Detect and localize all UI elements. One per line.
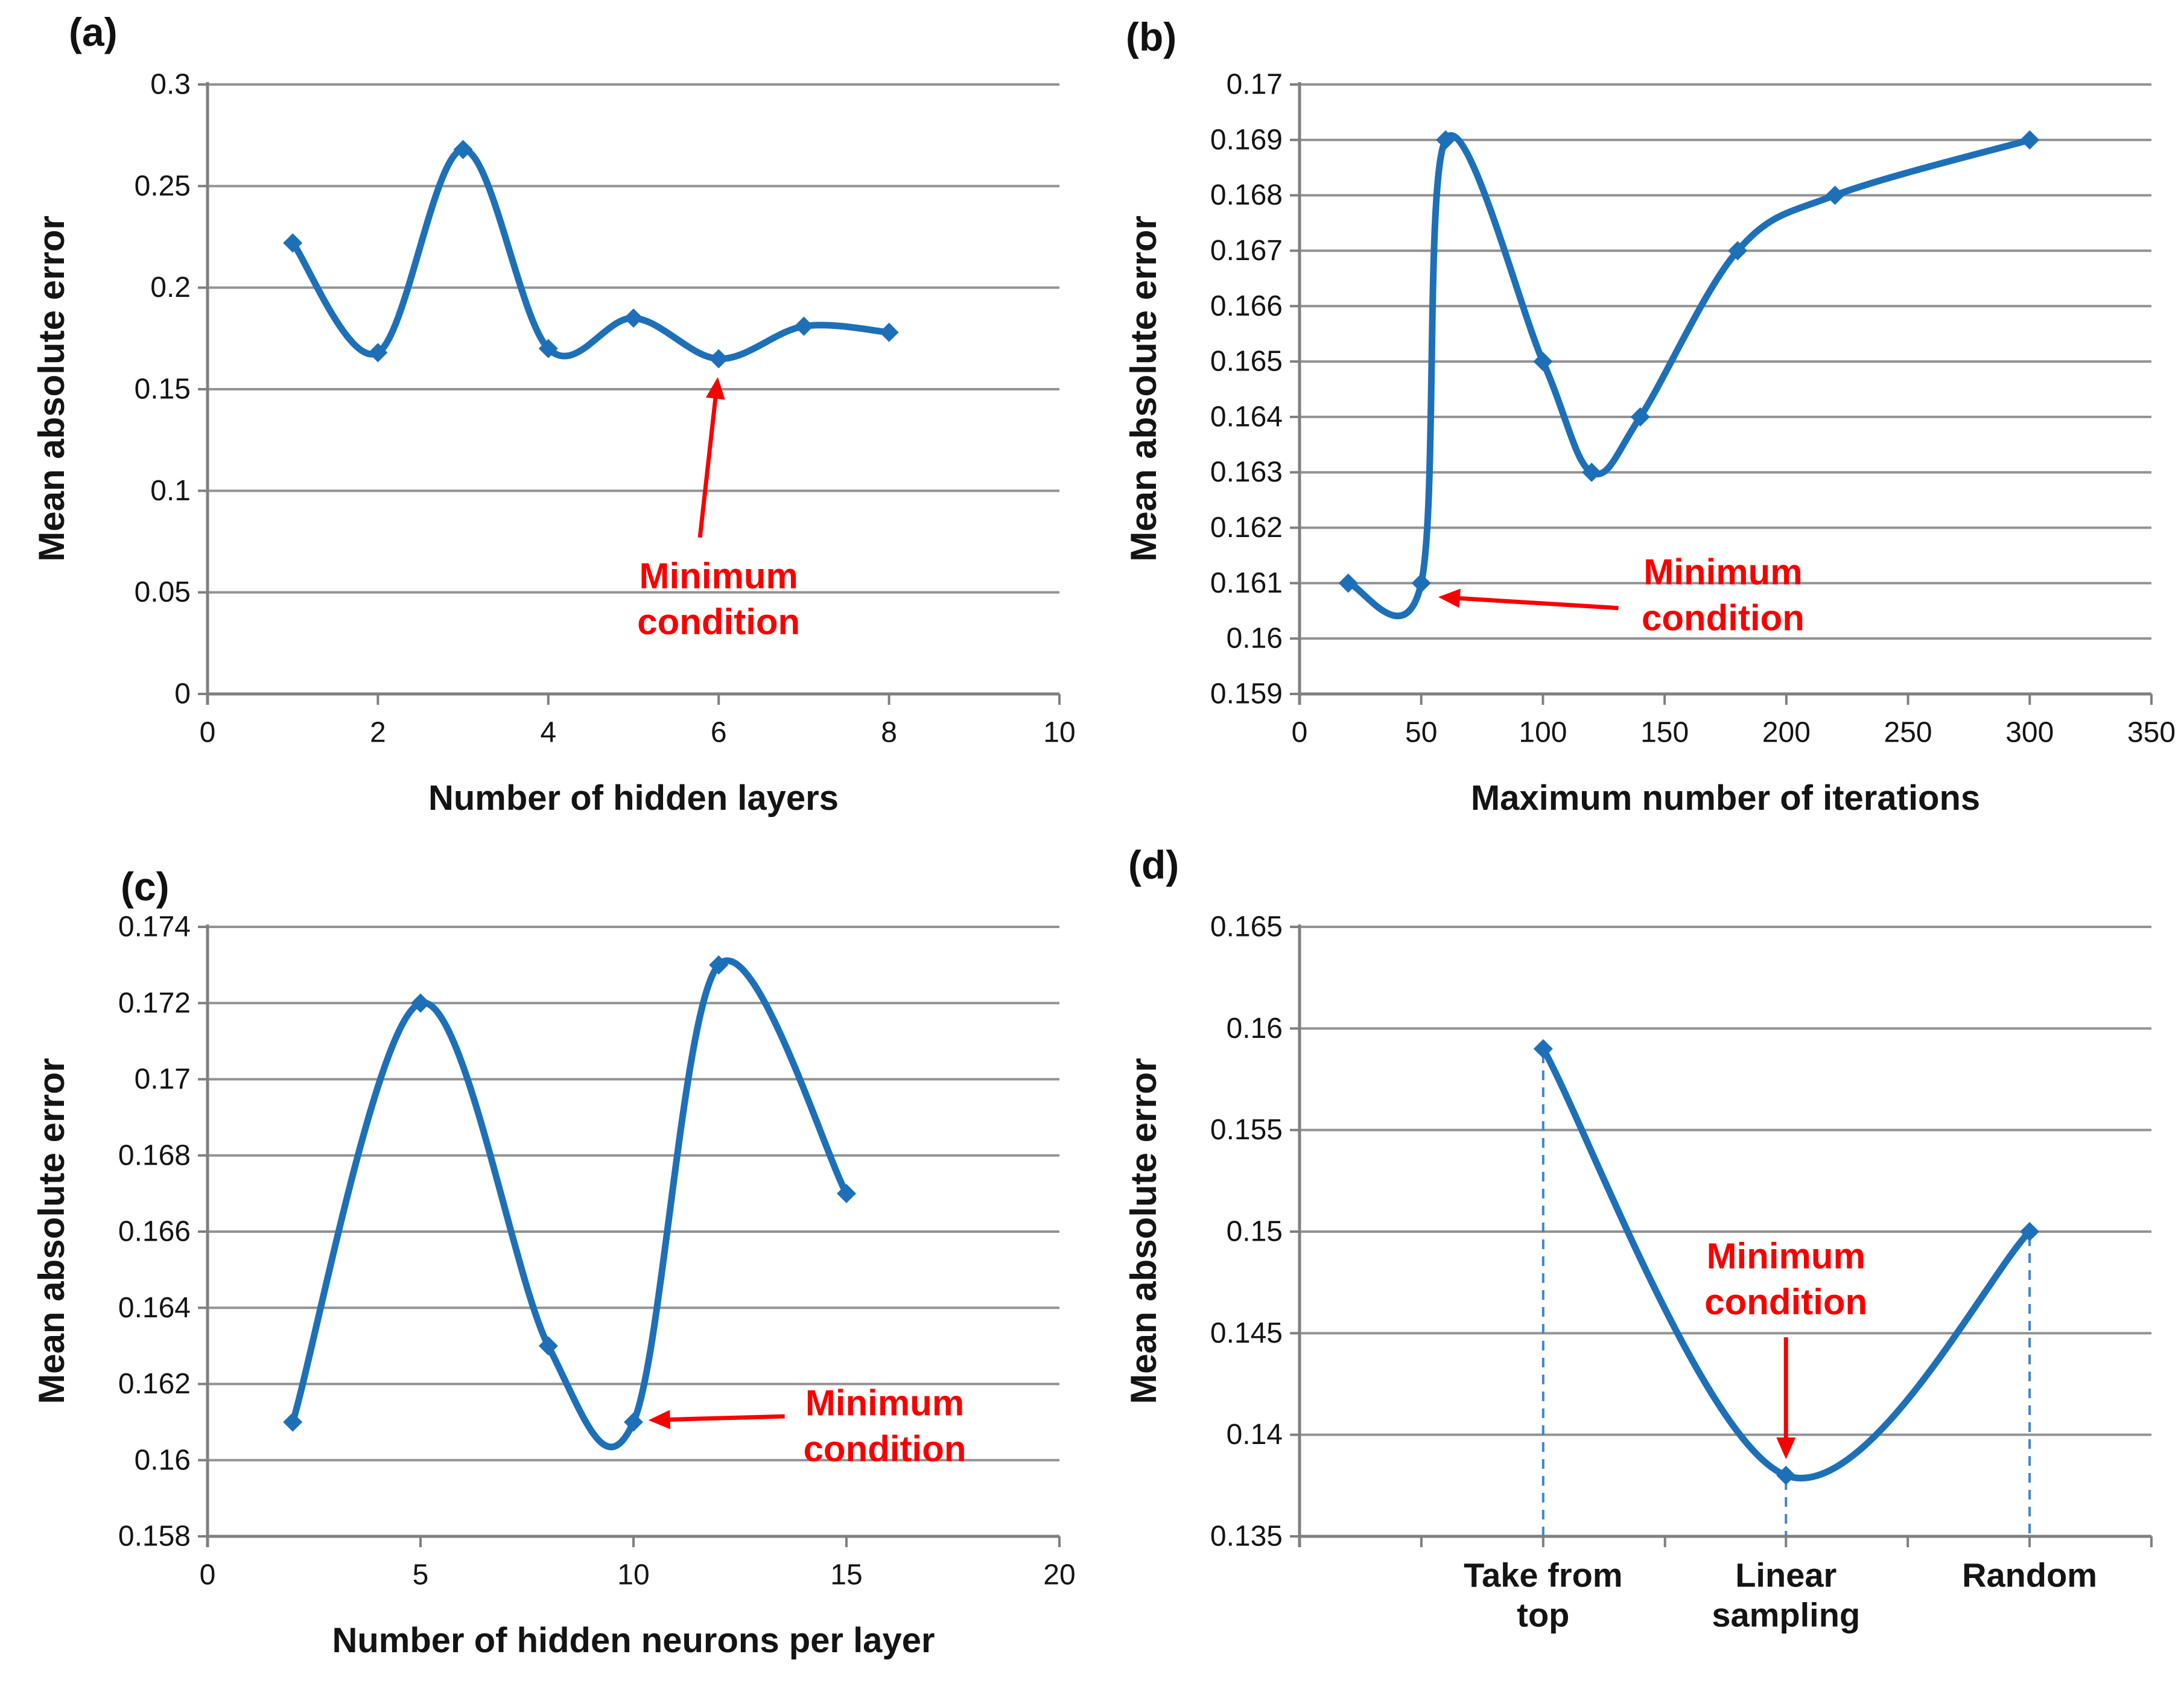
svg-text:0.14: 0.14 [1227,1419,1283,1451]
svg-text:15: 15 [830,1559,862,1591]
chart-b: 0.159 0.16 0.161 0.162 0.163 0.164 0.165 0.166 0… [1210,69,2176,749]
svg-text:0.166: 0.166 [118,1216,191,1248]
svg-text:0.167: 0.167 [1210,235,1283,267]
svg-text:0.17: 0.17 [135,1063,191,1095]
svg-text:0.165: 0.165 [1210,346,1283,378]
svg-text:300: 300 [2005,717,2054,749]
svg-text:condition: condition [804,1429,967,1469]
svg-text:100: 100 [1519,717,1567,749]
y-axis-title-b: Mean absolute error [1125,215,1164,562]
svg-text:0.168: 0.168 [1210,179,1283,211]
x-axis-title-c: Number of hidden neurons per layer [332,1622,935,1661]
svg-text:0: 0 [174,678,191,710]
svg-text:0.16: 0.16 [1227,1013,1283,1045]
svg-text:condition: condition [637,602,800,642]
svg-text:350: 350 [2127,717,2176,749]
svg-text:5: 5 [413,1559,429,1591]
svg-text:Minimum: Minimum [1707,1236,1865,1276]
svg-text:Minimum: Minimum [1643,552,1802,593]
svg-text:0.165: 0.165 [1210,911,1283,943]
svg-text:10: 10 [617,1559,649,1591]
svg-text:0.161: 0.161 [1210,567,1283,599]
panel-label-b: (b) [1126,14,1177,59]
svg-text:200: 200 [1762,717,1811,749]
svg-text:0.1: 0.1 [150,475,191,507]
svg-text:0.164: 0.164 [118,1292,191,1324]
svg-text:0.15: 0.15 [135,374,191,406]
chart-c: 0.158 0.16 0.162 0.164 0.166 0.168 0.17 0.172 0.… [118,911,1076,1591]
svg-text:0.17: 0.17 [1227,69,1283,101]
svg-text:150: 150 [1640,717,1689,749]
chart-a: 0 0.05 0.1 0.15 0.2 0.25 0.3 0 2 4 6 8 10 Minimum cond… [135,69,1076,749]
svg-text:0.3: 0.3 [150,69,191,101]
panel-label-c: (c) [121,864,170,909]
svg-text:condition: condition [1642,598,1805,638]
panel-a: (a) Mean absolute error 0 0.05 0.1 0.15 0.2 0… [0,0,1092,842]
svg-text:0.16: 0.16 [135,1444,191,1476]
svg-text:0.2: 0.2 [150,272,191,304]
y-axis-title-c: Mean absolute error [33,1058,72,1404]
svg-text:0.158: 0.158 [118,1521,191,1553]
svg-text:0: 0 [1292,717,1308,749]
svg-text:top: top [1517,1596,1569,1634]
x-axis-title-a: Number of hidden layers [428,780,839,818]
svg-text:8: 8 [881,717,897,749]
svg-text:0.164: 0.164 [1210,401,1283,433]
svg-text:0.172: 0.172 [118,987,191,1019]
panel-label-d: (d) [1128,842,1179,887]
svg-text:Minimum: Minimum [640,556,798,596]
panel-b: (b) Mean absolute error 0.159 0.16 0.161 0.… [1092,0,2184,842]
svg-text:0.159: 0.159 [1210,678,1283,710]
svg-text:0.169: 0.169 [1210,124,1283,156]
panel-label-a: (a) [69,10,118,54]
svg-text:6: 6 [711,717,727,749]
svg-text:0.145: 0.145 [1210,1317,1283,1349]
svg-text:0.174: 0.174 [118,911,191,943]
svg-text:50: 50 [1405,717,1437,749]
svg-text:0.16: 0.16 [1227,623,1283,655]
panel-c: (c) Mean absolute error 0.158 0.16 0.162 0.… [0,842,1092,1685]
svg-text:Linear: Linear [1735,1556,1836,1594]
x-axis-title-b: Maximum number of iterations [1470,780,1981,818]
svg-text:2: 2 [370,717,386,749]
svg-text:0: 0 [200,1559,216,1591]
svg-text:Take from: Take from [1464,1556,1622,1594]
svg-text:Random: Random [1962,1556,2097,1594]
svg-text:0.162: 0.162 [118,1368,191,1400]
svg-text:0.135: 0.135 [1210,1521,1283,1553]
svg-text:0.15: 0.15 [1227,1216,1283,1248]
svg-text:4: 4 [540,717,556,749]
chart-d: 0.135 0.14 0.145 0.15 0.155 0.16 0.165 Take fro… [1210,911,2153,1634]
svg-text:0.162: 0.162 [1210,512,1283,544]
svg-text:20: 20 [1043,1559,1075,1591]
panel-d: (d) Mean absolute error 0.135 0.14 0.145 0.… [1092,842,2184,1685]
svg-text:250: 250 [1884,717,1932,749]
svg-text:0.155: 0.155 [1210,1114,1283,1146]
y-axis-title-a: Mean absolute error [33,215,72,562]
svg-text:10: 10 [1043,717,1075,749]
svg-text:0.168: 0.168 [118,1139,191,1171]
svg-text:0.166: 0.166 [1210,290,1283,322]
svg-text:0: 0 [200,717,216,749]
svg-text:0.25: 0.25 [135,170,191,202]
svg-text:condition: condition [1704,1282,1867,1322]
svg-text:sampling: sampling [1712,1596,1860,1634]
svg-text:0.163: 0.163 [1210,456,1283,488]
svg-text:0.05: 0.05 [135,576,191,608]
y-axis-title-d: Mean absolute error [1125,1058,1164,1404]
svg-text:Minimum: Minimum [805,1383,964,1424]
